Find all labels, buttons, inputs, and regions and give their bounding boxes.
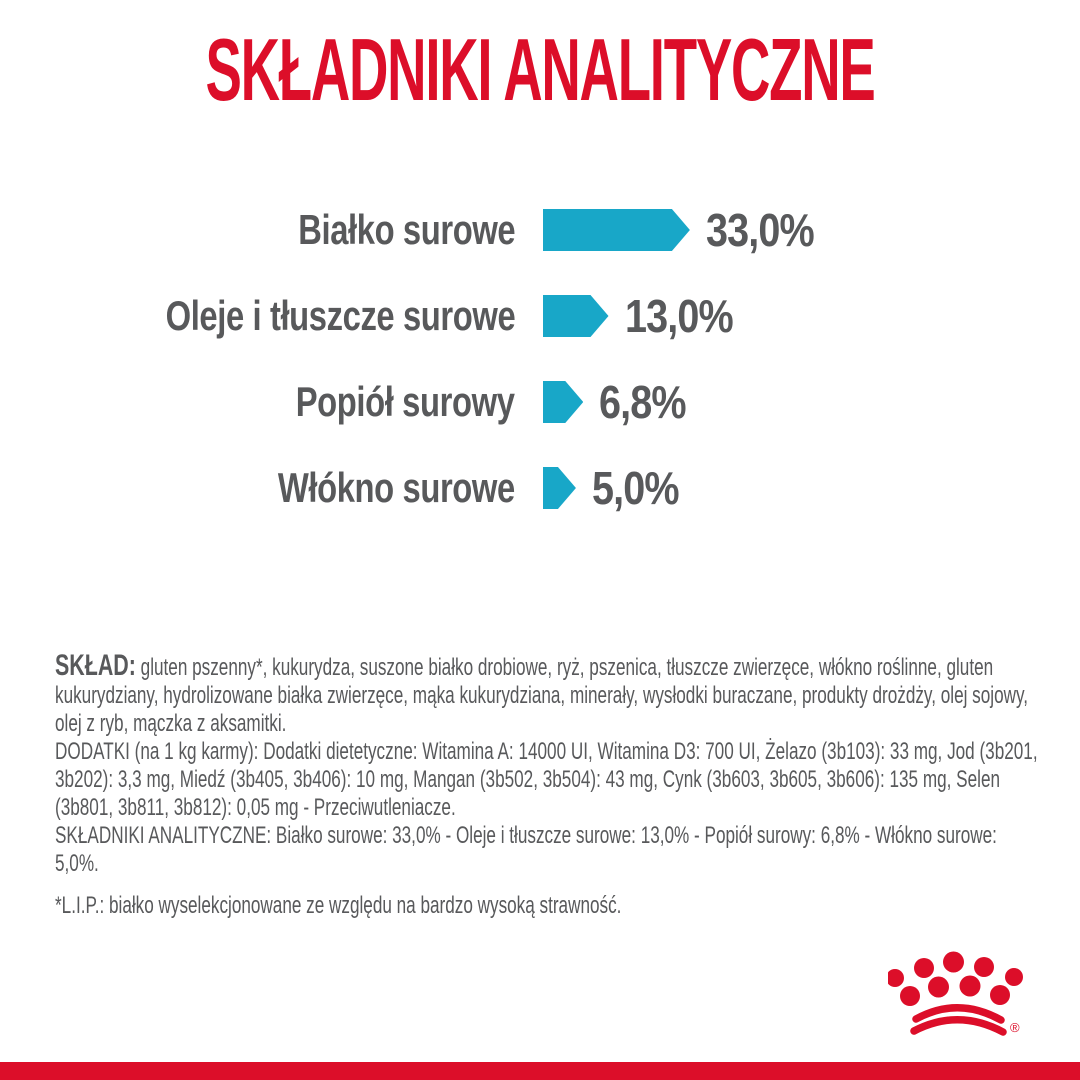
row-value: 5,0% (591, 462, 680, 514)
legal-text-block: SKŁAD: gluten pszenny*, kukurydza, suszo… (55, 649, 1040, 920)
composition-paragraph: SKŁAD: gluten pszenny*, kukurydza, suszo… (55, 649, 1040, 738)
analytical-components-chart: Białko surowe 33,0% Oleje i tłuszcze sur… (0, 204, 1080, 552)
bar-shape (543, 381, 583, 423)
lip-footnote: *L.I.P.: białko wyselekcjonowane ze wzgl… (55, 892, 622, 919)
row-value: 6,8% (599, 376, 687, 428)
bar-shape (543, 467, 576, 509)
chart-row: Białko surowe 33,0% (0, 204, 1080, 256)
bar-shape (543, 209, 690, 251)
row-label: Oleje i tłuszcze surowe (165, 292, 515, 339)
page-title: SKŁADNIKI ANALITYCZNE (205, 20, 875, 119)
footer-accent-bar (0, 1062, 1080, 1080)
chart-row: Popiół surowy 6,8% (0, 376, 1080, 428)
royal-canin-crown-logo: ® (888, 951, 1023, 1036)
composition-text: gluten pszenny*, kukurydza, suszone biał… (55, 654, 1029, 737)
chart-row: Włókno surowe 5,0% (0, 462, 1080, 514)
composition-label: SKŁAD: (55, 649, 136, 682)
analytical-summary-paragraph: SKŁADNIKI ANALITYCZNE: Białko surowe: 33… (55, 822, 997, 877)
chart-row: Oleje i tłuszcze surowe 13,0% (0, 290, 1080, 342)
registered-trademark-mark: ® (1010, 1020, 1020, 1035)
bar-shape (543, 295, 609, 337)
row-label: Białko surowe (297, 206, 515, 253)
additives-paragraph: DODATKI (na 1 kg karmy): Dodatki dietety… (55, 738, 1038, 821)
row-value: 13,0% (624, 290, 734, 342)
row-label: Włókno surowe (277, 464, 515, 511)
row-value: 33,0% (705, 204, 815, 256)
crown-icon (888, 951, 1023, 1036)
row-label: Popiół surowy (296, 378, 515, 425)
